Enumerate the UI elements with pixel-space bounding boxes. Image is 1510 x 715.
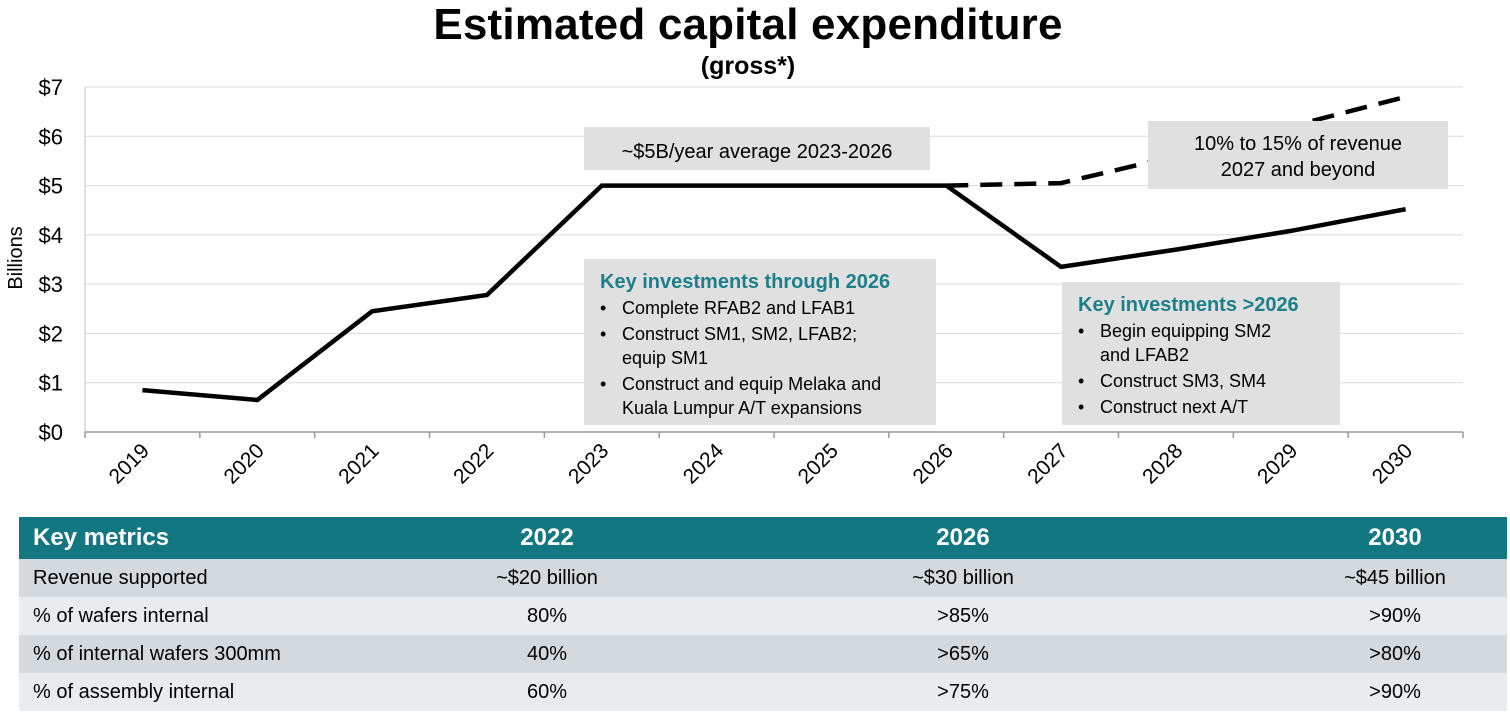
y-tick-label: $1 bbox=[39, 371, 63, 396]
revenue-note-box bbox=[1148, 121, 1448, 189]
x-tick-label: 2021 bbox=[334, 439, 383, 488]
table-cell: 40% bbox=[451, 635, 643, 673]
bullet-text: Kuala Lumpur A/T expansions bbox=[622, 398, 862, 418]
bullet-text: Complete RFAB2 and LFAB1 bbox=[622, 298, 855, 318]
y-tick-label: $2 bbox=[39, 321, 63, 346]
table-cell: % of wafers internal bbox=[19, 597, 451, 635]
x-tick-label: 2029 bbox=[1253, 439, 1302, 488]
table-cell: >65% bbox=[643, 635, 1283, 673]
investments-2026-list: • Complete RFAB2 and LFAB1 • Construct SM1,… bbox=[600, 298, 881, 418]
table-cell: >85% bbox=[643, 597, 1283, 635]
x-tick-label: 2028 bbox=[1138, 439, 1187, 488]
chart-title: Estimated capital expenditure bbox=[433, 0, 1063, 49]
table-cell: >75% bbox=[643, 673, 1283, 711]
y-tick-label: $7 bbox=[39, 75, 63, 100]
table-cell: ~$20 billion bbox=[451, 559, 643, 597]
investments-2026-box bbox=[584, 259, 936, 425]
x-tick-label: 2026 bbox=[908, 439, 957, 488]
table-cell: ~$45 billion bbox=[1283, 559, 1507, 597]
x-tick-label: 2020 bbox=[219, 439, 268, 488]
bullet-text: and LFAB2 bbox=[1100, 345, 1189, 365]
series-line-dashed bbox=[946, 94, 1407, 188]
x-tick-label: 2027 bbox=[1023, 439, 1072, 488]
y-tick-label: $0 bbox=[39, 420, 63, 445]
x-tick-label: 2019 bbox=[105, 439, 154, 488]
investments-after-box bbox=[1062, 282, 1340, 425]
x-tick-label: 2023 bbox=[564, 439, 613, 488]
table-row: % of wafers internal 80% >85% >90% bbox=[19, 597, 1507, 635]
bullet-text: Construct and equip Melaka and bbox=[622, 374, 881, 394]
x-tick-label: 2024 bbox=[679, 439, 729, 489]
y-tick-label: $4 bbox=[39, 223, 63, 248]
table-row: % of assembly internal 60% >75% >90% bbox=[19, 673, 1507, 711]
y-tick-label: $5 bbox=[39, 174, 63, 199]
y-tick-label: $3 bbox=[39, 272, 63, 297]
series-line-solid bbox=[142, 183, 1407, 403]
avg-note-text: ~$5B/year average 2023-2026 bbox=[622, 141, 893, 163]
bullet-icon: • bbox=[1078, 397, 1084, 417]
investments-after-list: • Begin equipping SM2 and LFAB2 • Construct … bbox=[1078, 321, 1271, 417]
bullet-icon: • bbox=[600, 298, 606, 318]
table-cell: >90% bbox=[1283, 597, 1507, 635]
bullet-text: Begin equipping SM2 bbox=[1100, 321, 1271, 341]
table-cell: 80% bbox=[451, 597, 643, 635]
table-cell: % of assembly internal bbox=[19, 673, 451, 711]
revenue-note-line1: 10% to 15% of revenue bbox=[1194, 133, 1402, 155]
table-header-cell: 2022 bbox=[451, 517, 643, 559]
revenue-note-line2: 2027 and beyond bbox=[1221, 159, 1376, 181]
table-header-cell: 2030 bbox=[1283, 517, 1507, 559]
table-cell: ~$30 billion bbox=[643, 559, 1283, 597]
bullet-icon: • bbox=[1078, 371, 1084, 391]
investments-2026-title: Key investments through 2026 bbox=[600, 271, 890, 293]
table-cell: % of internal wafers 300mm bbox=[19, 635, 451, 673]
table-header-cell: 2026 bbox=[643, 517, 1283, 559]
bullet-text: Construct SM1, SM2, LFAB2; bbox=[622, 324, 857, 344]
chart-subtitle: (gross*) bbox=[700, 52, 796, 80]
table-cell: >80% bbox=[1283, 635, 1507, 673]
bullet-text: Construct next A/T bbox=[1100, 397, 1248, 417]
y-axis-title: Billions bbox=[5, 226, 27, 289]
table-cell: Revenue supported bbox=[19, 559, 451, 597]
bullet-text: equip SM1 bbox=[622, 348, 708, 368]
investments-after-title: Key investments >2026 bbox=[1078, 294, 1299, 316]
y-tick-label: $6 bbox=[39, 124, 63, 149]
table-cell: >90% bbox=[1283, 673, 1507, 711]
key-metrics-table: Key metrics 2022 2026 2030 Revenue suppo… bbox=[19, 517, 1507, 711]
bullet-icon: • bbox=[600, 374, 606, 394]
table-header-row: Key metrics 2022 2026 2030 bbox=[19, 517, 1507, 559]
table-row: Revenue supported ~$20 billion ~$30 bill… bbox=[19, 559, 1507, 597]
x-tick-label: 2030 bbox=[1368, 439, 1417, 488]
table-cell: 60% bbox=[451, 673, 643, 711]
table-header-cell: Key metrics bbox=[19, 517, 451, 559]
avg-note-box bbox=[584, 127, 930, 170]
capex-chart: $0 $1 $2 $3 $4 $5 $6 $7 2019 2020 2021 2022 2023 202… bbox=[5, 75, 1464, 489]
table-row: % of internal wafers 300mm 40% >65% >80% bbox=[19, 635, 1507, 673]
bullet-text: Construct SM3, SM4 bbox=[1100, 371, 1266, 391]
x-tick-label: 2025 bbox=[794, 439, 843, 488]
bullet-icon: • bbox=[600, 324, 606, 344]
bullet-icon: • bbox=[1078, 321, 1084, 341]
x-tick-label: 2022 bbox=[449, 439, 498, 488]
